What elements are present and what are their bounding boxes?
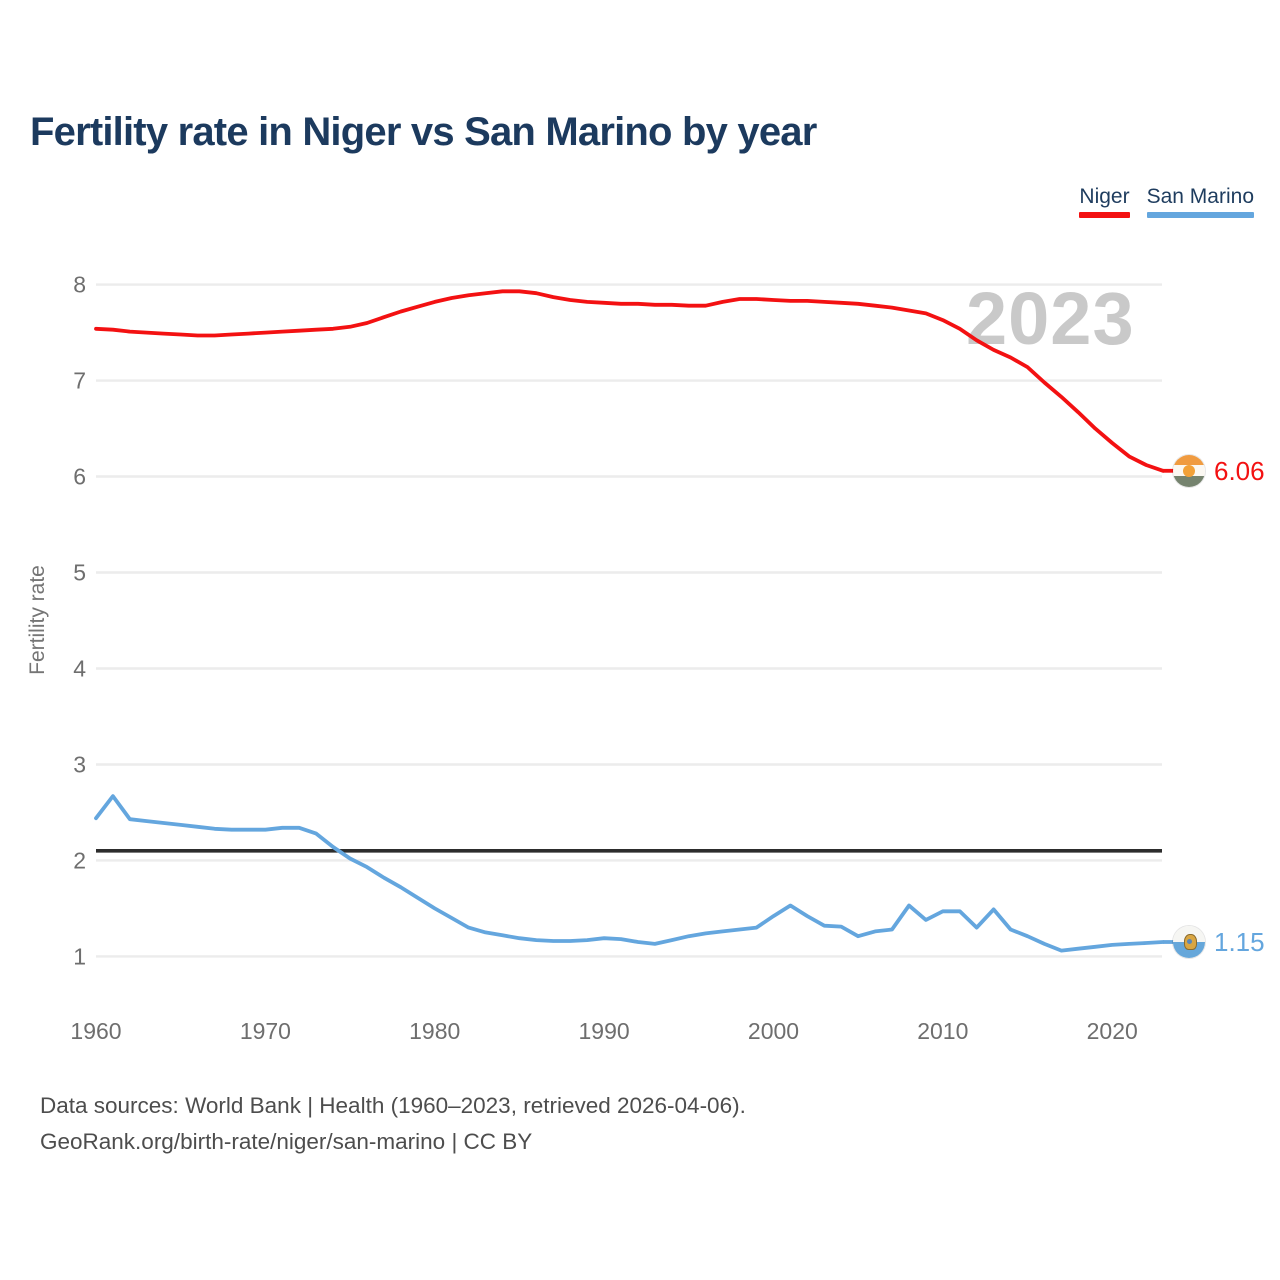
legend-item-niger[interactable]: Niger: [1079, 185, 1130, 218]
x-tick-label: 1970: [240, 1018, 291, 1044]
page-title: Fertility rate in Niger vs San Marino by…: [30, 110, 817, 154]
y-axis-title: Fertility rate: [26, 565, 49, 675]
x-tick-label: 1980: [409, 1018, 460, 1044]
y-tick-label: 2: [73, 847, 86, 873]
legend: Niger San Marino: [1079, 185, 1254, 218]
san-marino-end-value-label: 1.15: [1214, 927, 1265, 957]
legend-item-san-marino[interactable]: San Marino: [1146, 185, 1254, 218]
y-tick-label: 8: [73, 272, 86, 298]
x-tick-label: 2000: [748, 1018, 799, 1044]
legend-color-bar-niger: [1079, 212, 1130, 218]
footer: Data sources: World Bank | Health (1960–…: [40, 1088, 746, 1160]
san-marino-line[interactable]: [94, 794, 1165, 953]
legend-label-san-marino: San Marino: [1146, 185, 1254, 208]
x-tick-label: 2010: [917, 1018, 968, 1044]
niger-line[interactable]: [94, 289, 1165, 473]
san-marino-flag-icon: [1173, 926, 1205, 958]
x-tick-label: 1960: [70, 1018, 121, 1044]
x-tick-label: 1990: [579, 1018, 630, 1044]
legend-label-niger: Niger: [1079, 185, 1130, 208]
footer-data-sources: Data sources: World Bank | Health (1960–…: [40, 1093, 746, 1118]
watermark-year: 2023: [966, 277, 1135, 360]
niger-end-value-label: 6.06: [1214, 456, 1265, 486]
y-tick-label: 5: [73, 560, 86, 586]
legend-color-bar-san-marino: [1146, 212, 1254, 218]
footer-attribution: GeoRank.org/birth-rate/niger/san-marino …: [40, 1129, 533, 1154]
y-tick-label: 1: [73, 943, 86, 969]
x-tick-label: 2020: [1087, 1018, 1138, 1044]
niger-flag-icon: [1173, 455, 1205, 487]
y-tick-label: 7: [73, 368, 86, 394]
y-tick-label: 4: [73, 655, 86, 681]
y-tick-label: 6: [73, 464, 86, 490]
y-tick-label: 3: [73, 751, 86, 777]
